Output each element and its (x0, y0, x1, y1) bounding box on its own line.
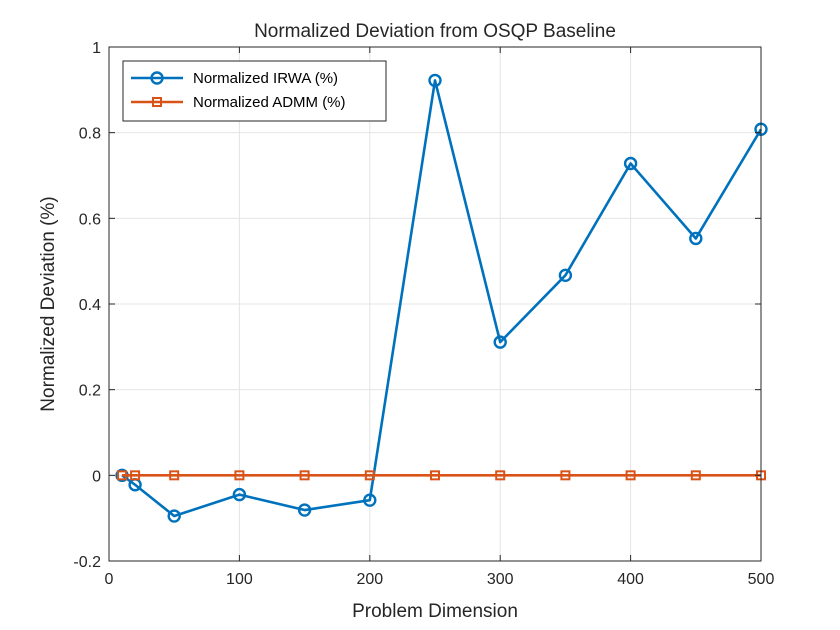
y-tick-label: 0.8 (79, 126, 101, 143)
axis-ticks: 0 100 200 300 400 500-0.200.20.40.60.81 (73, 40, 774, 588)
y-tick-label: 0.4 (79, 297, 101, 314)
chart-title: Normalized Deviation from OSQP Baseline (254, 21, 616, 42)
data-point (558, 268, 573, 283)
legend-box (122, 60, 387, 122)
data-point (493, 335, 507, 349)
legend-marker (152, 97, 162, 107)
data-point (299, 470, 310, 481)
x-tick-label: 400 (617, 571, 644, 588)
data-point (364, 470, 375, 481)
data-point (495, 470, 506, 481)
legend-item: Normalized IRWA (%) (131, 70, 338, 87)
series-layer (115, 73, 768, 523)
y-tick-label: 0.2 (79, 383, 101, 400)
x-axis-label: Problem Dimension (352, 601, 518, 622)
data-point (363, 493, 377, 507)
x-tick-label: 100 (226, 571, 253, 588)
x-tick-label: 0 (105, 571, 114, 588)
x-tick-label: 200 (356, 571, 383, 588)
data-point (232, 487, 247, 502)
data-point (428, 73, 442, 88)
data-point (234, 470, 245, 481)
legend-label: Normalized ADMM (%) (193, 94, 346, 111)
data-point (430, 470, 440, 481)
data-point (625, 470, 636, 481)
data-point (560, 470, 571, 481)
data-point (130, 470, 141, 481)
data-point (169, 470, 180, 481)
x-tick-label: 500 (748, 571, 775, 588)
legend: Normalized IRWA (%) Normalized ADMM (%) (122, 60, 387, 122)
y-axis-label: Normalized Deviation (%) (38, 196, 59, 411)
series-line (121, 79, 763, 518)
y-tick-label: 0 (92, 468, 101, 485)
y-tick-label: 0.6 (79, 211, 101, 228)
legend-label: Normalized IRWA (%) (193, 70, 338, 87)
data-point (623, 156, 638, 171)
y-tick-label: -0.2 (73, 554, 101, 571)
data-point (117, 470, 128, 481)
series-2 (117, 470, 766, 481)
data-point (690, 470, 701, 481)
data-point (167, 509, 181, 523)
series-1 (115, 73, 768, 523)
y-tick-label: 1 (92, 40, 101, 57)
legend-marker (150, 71, 164, 85)
data-point (689, 231, 703, 246)
x-tick-label: 300 (487, 571, 514, 588)
legend-item: Normalized ADMM (%) (131, 94, 346, 111)
data-point (297, 503, 312, 517)
